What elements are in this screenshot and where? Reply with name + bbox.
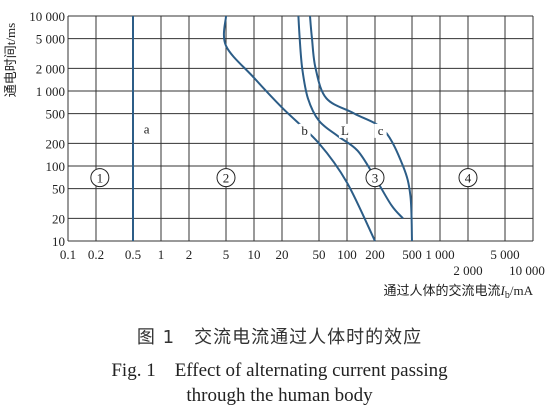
zone-label: 3: [372, 171, 379, 186]
zone-circle: [216, 168, 236, 188]
zone-marker: 2: [216, 168, 236, 188]
zone-marker: 3: [365, 168, 385, 188]
curve-label: L: [341, 123, 349, 138]
curve-label: b: [301, 123, 308, 138]
y-tick-label: 10: [52, 234, 65, 249]
x-tick-label: 2: [186, 247, 193, 262]
zone-markers: 1 2 3 4: [90, 168, 478, 188]
curve-L: [297, 15, 404, 220]
x-tick-label: 0.2: [88, 247, 104, 262]
x-tick-label: 100: [337, 247, 357, 262]
x-axis-title-main: 通过人体的交流电流: [384, 283, 501, 298]
x-tick-label: 10: [248, 247, 261, 262]
curve-b: [222, 15, 376, 242]
x-tick-label: 1: [158, 247, 165, 262]
x-axis-title-sub: b: [505, 290, 510, 301]
zone-marker: 1: [90, 168, 110, 188]
x-tick-label: 2 000: [453, 263, 482, 278]
zone-marker: 4: [458, 168, 478, 188]
y-tick-label: 100: [46, 159, 66, 174]
x-tick-label: 10 000: [509, 263, 545, 278]
zone-label: 2: [223, 171, 230, 186]
x-tick-label: 5: [223, 247, 230, 262]
x-tick-label: 0.5: [125, 247, 141, 262]
y-tick-label: 200: [46, 136, 66, 151]
x-axis-title: 通过人体的交流电流Ib/mA: [384, 283, 534, 301]
y-axis-title: 通电时间t/ms: [3, 23, 18, 97]
curve-label: c: [378, 123, 384, 138]
x-tick-label: 20: [275, 247, 288, 262]
curve-label-bg: [298, 123, 311, 138]
caption-english-line2: through the human body: [186, 385, 373, 406]
zone-label: 1: [97, 171, 104, 186]
x-axis-label: 通过人体的交流电流Ib/mA: [384, 283, 534, 301]
x-tick-label: 1 000: [425, 247, 454, 262]
x-tick-label: 0.1: [60, 247, 76, 262]
x-tick-label: 50: [313, 247, 326, 262]
curves: [132, 15, 413, 242]
x-tick-label: 5 000: [490, 247, 519, 262]
y-tick-label: 20: [52, 211, 65, 226]
x-axis-title-unit: /mA: [510, 283, 534, 298]
x-tick-label: 200: [365, 247, 385, 262]
caption-english-line1: Fig. 1 Effect of alternating current pas…: [111, 360, 448, 381]
zone-circle: [458, 168, 478, 188]
y-tick-label: 1 000: [36, 84, 65, 99]
curve-label-bg: [374, 123, 387, 138]
curve-label: a: [144, 122, 150, 137]
y-tick-label: 10 000: [29, 9, 65, 24]
zone-circle: [90, 168, 110, 188]
zone-label: 4: [465, 171, 472, 186]
y-axis-label: 通电时间t/ms: [3, 23, 18, 97]
y-tick-label: 2 000: [36, 61, 65, 76]
curve-label-bg: [338, 123, 351, 138]
y-tick-labels: 10 20 50 100 200 500 1 000 2 000 5 000 10 000: [29, 9, 65, 249]
x-tick-label: 500: [402, 247, 422, 262]
zone-circle: [365, 168, 385, 188]
y-tick-label: 5 000: [36, 32, 65, 47]
curve-label-bg: [140, 122, 153, 137]
caption-chinese: 图 1 交流电流通过人体时的效应: [136, 327, 423, 348]
x-axis-title-var: I: [500, 283, 506, 298]
curve-c: [309, 15, 413, 242]
y-tick-label: 50: [52, 182, 65, 197]
y-tick-label: 500: [46, 107, 66, 122]
